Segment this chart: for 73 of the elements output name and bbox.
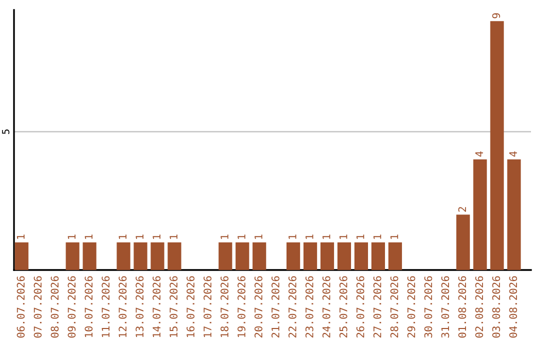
bar: [134, 242, 148, 270]
x-tick-label: 24.07.2026: [322, 276, 330, 338]
x-tick-label: 10.07.2026: [84, 276, 93, 338]
bar: [82, 242, 96, 270]
bar: [354, 242, 368, 270]
data-label: 1: [340, 234, 348, 239]
data-label: 1: [322, 234, 330, 239]
bar: [371, 242, 385, 270]
x-tick-label: 28.07.2026: [390, 276, 398, 338]
data-label: 1: [220, 234, 228, 239]
data-label: 1: [84, 234, 92, 239]
x-tick-label: 06.07.2026: [16, 276, 25, 338]
x-tick-label: 17.07.2026: [204, 276, 212, 338]
x-tick-label: 08.07.2026: [50, 276, 59, 338]
bar: [473, 159, 487, 270]
data-label: 1: [306, 234, 314, 239]
data-label: 9: [492, 13, 500, 18]
data-label: 1: [254, 234, 262, 239]
bar: [218, 242, 232, 270]
x-tick-label: 03.08.2026: [492, 276, 500, 338]
x-tick-label: 16.07.2026: [186, 276, 194, 338]
x-tick-label: 20.07.2026: [254, 276, 262, 338]
bar: [456, 214, 470, 270]
x-tick-label: 13.07.2026: [136, 276, 144, 338]
bar: [252, 242, 266, 270]
data-label: 4: [509, 151, 517, 157]
bar: [14, 242, 28, 270]
bar: [388, 242, 402, 270]
x-tick-label: 12.07.2026: [118, 276, 127, 338]
x-tick-label: 26.07.2026: [356, 276, 364, 338]
data-label: 1: [16, 234, 25, 239]
data-label: 1: [136, 234, 144, 239]
data-label: 4: [475, 151, 483, 157]
bar: [66, 242, 80, 270]
x-tick-label: 07.07.2026: [34, 276, 42, 338]
bar: [286, 242, 300, 270]
x-tick-label: 19.07.2026: [238, 276, 246, 338]
data-label: 1: [356, 234, 364, 239]
x-tick-label: 09.07.2026: [68, 276, 76, 338]
y-tick-label: 5: [2, 130, 10, 134]
x-tick-label: 21.07.2026: [271, 276, 280, 338]
x-tick-label: 11.07.2026: [102, 276, 110, 338]
data-label: 1: [238, 234, 246, 239]
x-tick-label: 31.07.2026: [441, 276, 450, 338]
x-tick-label: 23.07.2026: [305, 276, 314, 338]
data-label: 1: [118, 234, 126, 239]
data-label: 1: [152, 234, 160, 239]
x-tick-label: 29.07.2026: [407, 276, 416, 338]
data-label: 1: [288, 234, 296, 239]
bar: [236, 242, 250, 270]
bar: [320, 242, 334, 270]
x-tick-label: 18.07.2026: [220, 276, 228, 338]
data-label: 2: [458, 207, 466, 212]
x-tick-label: 01.08.2026: [458, 276, 466, 338]
data-label: 1: [68, 234, 76, 239]
x-tick-label: 22.07.2026: [288, 276, 296, 338]
x-tick-label: 04.08.2026: [509, 276, 518, 338]
bar: [150, 242, 164, 270]
bar: [303, 242, 318, 270]
bar: [168, 242, 182, 270]
data-label: 1: [170, 234, 178, 239]
data-label: 1: [390, 234, 398, 239]
x-tick-label: 14.07.2026: [152, 276, 161, 338]
data-label: 1: [374, 234, 382, 239]
x-tick-label: 15.07.2026: [170, 276, 178, 338]
bar: [507, 159, 521, 270]
bar: [116, 242, 130, 270]
x-tick-label: 02.08.2026: [475, 276, 484, 338]
x-tick-label: 27.07.2026: [373, 276, 382, 338]
bar: [337, 242, 352, 270]
bar: [490, 21, 504, 270]
x-tick-label: 25.07.2026: [339, 276, 348, 338]
x-tick-label: 30.07.2026: [424, 276, 432, 338]
